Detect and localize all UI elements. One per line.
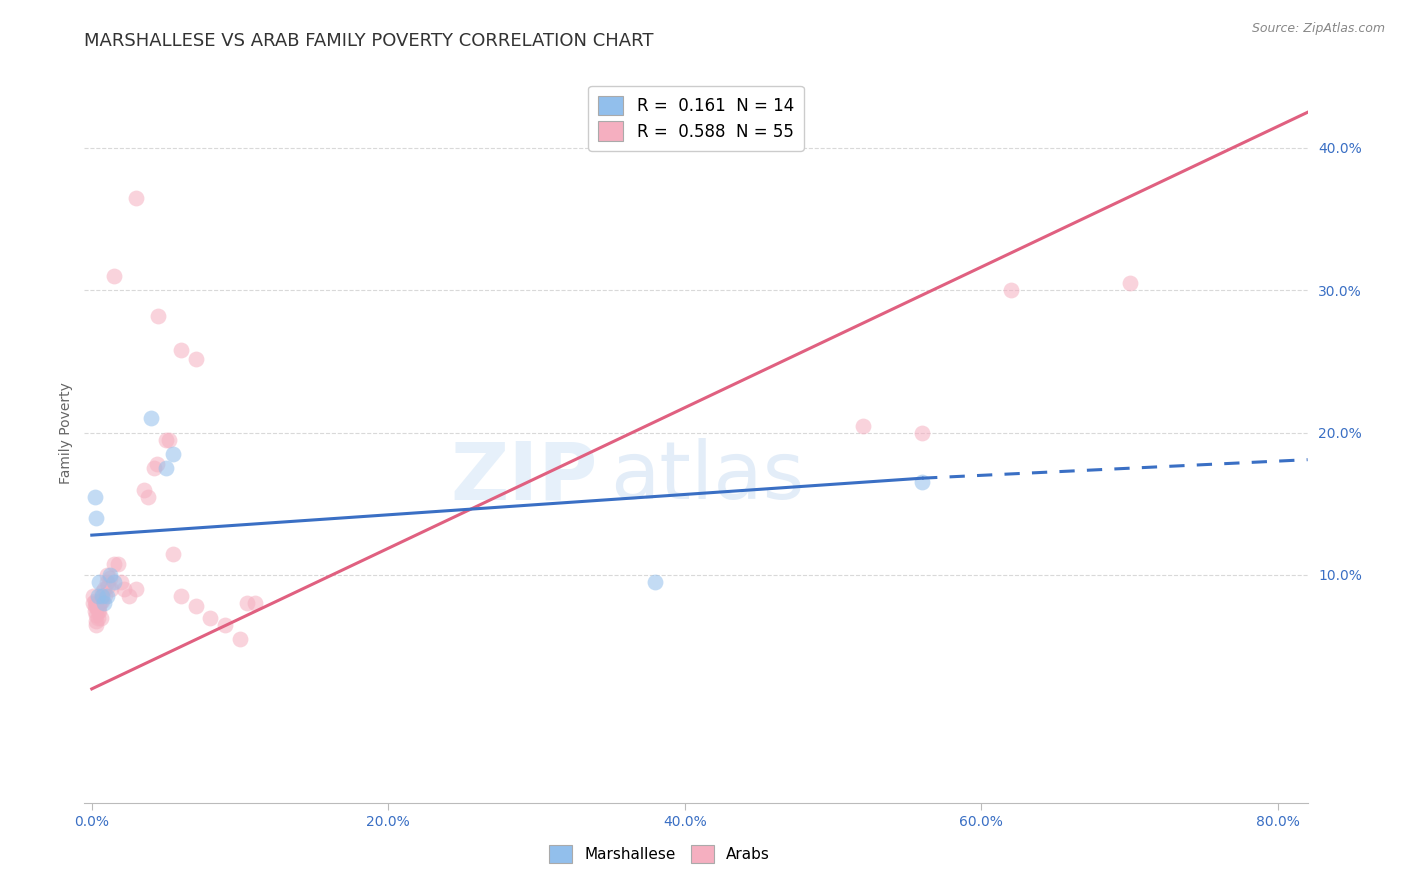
Point (157, 433, 180, 447)
Point (93, 597, 115, 611)
Point (89, 604, 111, 618)
Y-axis label: Family Poverty: Family Poverty (59, 382, 73, 483)
Point (1000, 283, 1022, 297)
Point (184, 351, 207, 366)
Point (644, 575, 666, 590)
Point (852, 418, 875, 433)
Point (89, 575, 111, 590)
Point (911, 425, 934, 440)
Point (83, 490, 105, 504)
Point (91, 585, 114, 599)
Point (184, 599, 207, 614)
Point (112, 582, 135, 597)
Point (103, 575, 125, 590)
Point (89, 597, 111, 611)
Point (84, 614, 107, 628)
Point (170, 343, 193, 357)
Point (229, 632, 252, 646)
Point (83, 593, 105, 607)
Point (139, 411, 162, 425)
Point (84, 607, 107, 622)
Point (96, 568, 118, 582)
Point (83, 604, 105, 618)
Point (236, 597, 259, 611)
Point (148, 309, 170, 323)
Point (94, 588, 117, 602)
Point (162, 547, 184, 561)
Point (243, 597, 266, 611)
Point (86, 590, 108, 604)
Point (96, 575, 118, 590)
Point (110, 575, 132, 590)
Point (96, 590, 118, 604)
Point (170, 590, 193, 604)
Point (103, 557, 125, 571)
Point (93, 582, 115, 597)
Point (118, 590, 141, 604)
Point (107, 557, 129, 571)
Point (125, 191, 148, 205)
Point (136, 490, 159, 504)
Point (84, 597, 107, 611)
Point (155, 433, 177, 447)
Text: atlas: atlas (610, 438, 804, 516)
Point (146, 457, 169, 471)
Point (162, 447, 184, 461)
Point (100, 582, 122, 597)
Point (125, 582, 148, 597)
Point (1118, 276, 1140, 290)
Text: MARSHALLESE VS ARAB FAMILY POVERTY CORRELATION CHART: MARSHALLESE VS ARAB FAMILY POVERTY CORRE… (84, 32, 654, 50)
Point (90, 610, 112, 624)
Point (90, 593, 112, 607)
Point (91, 590, 114, 604)
Legend: Marshallese, Arabs: Marshallese, Arabs (543, 839, 776, 869)
Point (84, 617, 107, 632)
Point (214, 617, 236, 632)
Point (84, 511, 107, 525)
Point (911, 475, 934, 490)
Point (82, 597, 104, 611)
Point (82, 590, 104, 604)
Point (155, 461, 177, 475)
Text: ZIP: ZIP (451, 438, 598, 516)
Point (97, 579, 120, 593)
Point (91, 593, 114, 607)
Point (103, 268, 125, 283)
Point (98, 571, 121, 585)
Point (200, 610, 222, 624)
Point (143, 461, 166, 475)
Point (132, 483, 155, 497)
Point (83, 599, 105, 614)
Point (98, 568, 121, 582)
Point (84, 599, 107, 614)
Text: Source: ZipAtlas.com: Source: ZipAtlas.com (1251, 22, 1385, 36)
Point (86, 604, 108, 618)
Point (89, 599, 111, 614)
Point (86, 610, 108, 624)
